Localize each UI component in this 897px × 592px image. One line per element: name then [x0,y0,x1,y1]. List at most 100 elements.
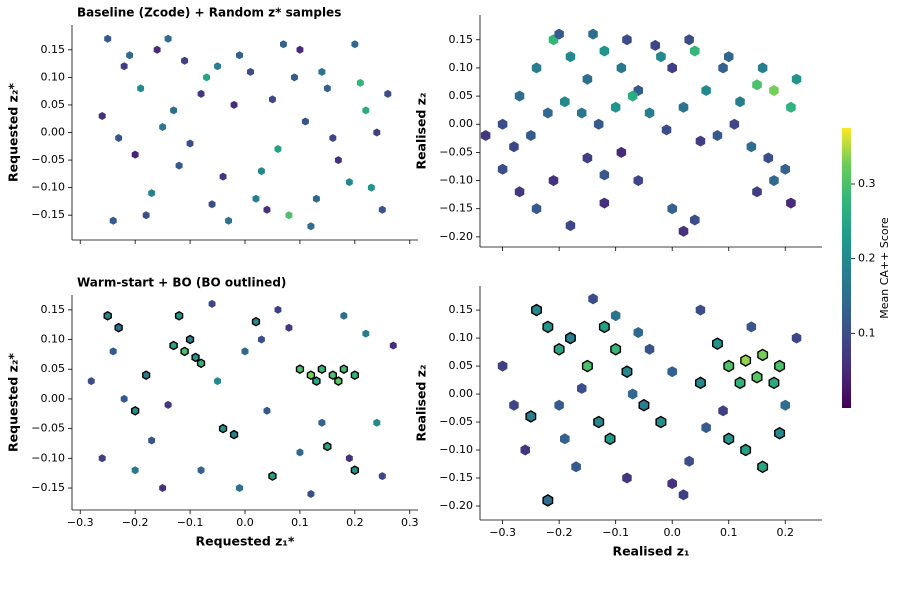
hex-cell [285,323,293,332]
hex-cell [269,95,276,104]
hex-cell [130,405,140,416]
hex-cell [780,399,790,411]
hex-cell [218,423,228,434]
hex-cell [114,322,123,333]
hex-cell [577,382,587,394]
hex-cell [791,332,802,344]
hex-cell [678,101,689,113]
hex-cell [252,194,260,203]
hex-cell [214,62,221,71]
hex-cell [229,429,239,440]
hex-cell [307,490,315,498]
hex-cell [137,84,145,93]
hex-cell [695,376,706,390]
hex-cell [164,34,172,43]
hex-cell [616,62,627,74]
hex-cell [656,51,666,63]
y-tick-label: −0.10 [31,181,65,194]
hex-cell [159,123,167,131]
hex-cell [588,28,598,40]
hex-cell [208,299,216,308]
hex-cell [610,310,621,322]
hex-cell [285,211,293,220]
y-tick-label: 0.05 [449,359,474,372]
hex-cell [291,73,298,82]
hex-cell [757,348,769,362]
hex-cell [560,96,570,108]
x-tick-label: −0.3 [67,516,94,529]
hex-cell [258,335,265,344]
y-tick-label: −0.05 [31,422,65,435]
hex-cell [768,376,780,390]
hex-cell [757,62,768,74]
hex-cell [582,73,593,85]
hex-cell [531,203,542,215]
hex-cell [280,40,287,49]
hex-cell [684,34,694,46]
x-tick-label: 0.1 [720,526,738,539]
hexbin-panel [98,34,392,231]
hex-cell [362,329,370,338]
hex-cell [769,175,779,187]
hex-cell [296,45,304,54]
hex-cell [684,455,694,467]
hex-cell [148,436,156,445]
hex-cell [191,352,200,363]
hex-cell [622,472,632,484]
colorbar [842,128,851,408]
hex-cell [655,415,667,429]
colorbar-label: Mean CA++ Score [878,217,891,319]
y-tick-label: 0.05 [449,89,474,102]
x-axis-label: Requested z₁* [196,534,295,549]
hex-cell [667,478,677,490]
hex-cell [752,79,762,91]
hex-cell [98,112,106,120]
y-tick-label: −0.05 [31,153,65,166]
hex-cell [525,410,537,423]
hex-cell [774,426,786,440]
hexbin-panel [480,28,802,237]
hexbin-panel [497,293,802,507]
hex-cell [542,494,554,507]
hex-cell [378,472,386,481]
hex-cell [560,433,570,445]
hex-cell [225,216,232,225]
hex-cell [509,141,519,153]
y-tick-label: 0.00 [41,126,66,139]
hex-cell [622,34,632,46]
hex-cell [577,107,587,119]
hex-cell [219,172,227,181]
y-tick-label: 0.05 [41,98,66,111]
hex-cell [695,304,706,316]
hex-cell [367,183,375,192]
hex-cell [543,107,553,119]
hex-cell [712,130,723,141]
y-tick-label: 0.15 [449,33,474,46]
hex-cell [334,156,342,165]
hex-cell [263,205,271,214]
hex-cell [317,364,327,375]
hex-cell [312,376,321,386]
y-tick-label: 0.15 [41,303,66,316]
hex-cell [274,145,282,153]
x-tick-label: −0.3 [489,526,516,539]
y-tick-label: −0.15 [439,471,473,484]
y-tick-label: 0.15 [41,43,66,56]
hex-cell [621,365,633,379]
hex-cell [633,327,643,338]
hex-cell [334,376,343,386]
hex-cell [141,370,151,381]
hex-cell [690,45,700,57]
hex-cell [520,444,530,456]
hex-cell [786,197,796,209]
y-tick-label: −0.20 [439,230,473,243]
hex-cell [263,406,271,415]
hex-cell [181,56,189,65]
panel-title: Warm-start + BO (BO outlined) [77,276,286,290]
hex-cell [306,370,316,381]
hex-cell [109,347,117,356]
hex-cell [307,222,315,231]
hex-cell [356,78,364,87]
hex-cell [236,484,243,492]
hex-cell [373,128,381,137]
